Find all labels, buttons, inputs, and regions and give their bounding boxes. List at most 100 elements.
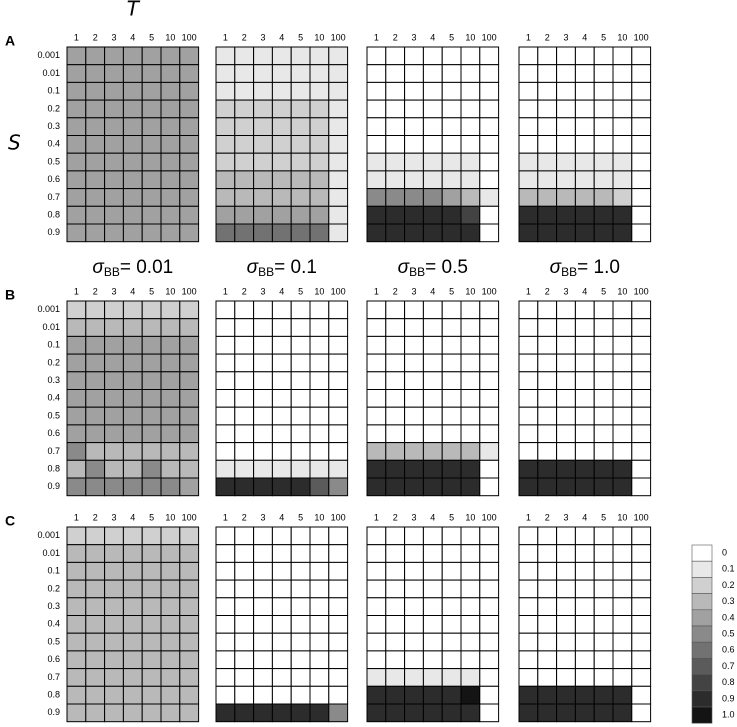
heat-cell	[385, 318, 406, 337]
heat-cell	[404, 526, 424, 546]
heat-cell	[179, 135, 200, 154]
x-tick-label: 3	[411, 32, 416, 42]
heat-cell	[160, 135, 181, 154]
heat-cell	[537, 353, 558, 373]
heat-cell	[593, 152, 614, 172]
x-tick-label: 1	[74, 512, 79, 522]
heat-cell	[460, 188, 481, 207]
heat-cell	[441, 632, 462, 652]
sigma-symbol: σ	[92, 257, 105, 278]
heat-cell	[593, 650, 614, 670]
heat-cell	[122, 544, 143, 563]
heat-cell	[160, 615, 181, 634]
heat-cell	[593, 477, 614, 497]
sigma-symbol: σ	[550, 257, 563, 278]
heat-cell	[271, 650, 292, 670]
heat-cell	[612, 135, 633, 154]
x-tick-label: 10	[165, 32, 175, 42]
heat-cell	[593, 170, 614, 190]
heat-cell	[141, 389, 162, 408]
x-tick-label: 100	[182, 286, 197, 296]
sigma-sub: BB	[104, 265, 120, 279]
heat-cell	[422, 371, 443, 390]
heat-cell	[460, 318, 481, 337]
x-tick-label: 2	[242, 32, 247, 42]
heat-cell	[215, 459, 236, 479]
heat-cell	[366, 99, 387, 119]
heat-cell	[234, 64, 255, 83]
heat-cell	[328, 389, 349, 408]
heat-cell	[253, 64, 273, 83]
heat-cell	[612, 188, 633, 207]
heat-cell	[309, 650, 330, 670]
heat-cell	[593, 544, 614, 563]
heat-cell	[556, 170, 576, 190]
heat-cell	[441, 406, 462, 426]
heat-cell	[366, 135, 387, 154]
heat-cell	[141, 318, 162, 337]
heat-cell	[574, 99, 595, 119]
heat-cell	[328, 64, 349, 83]
heat-cell	[404, 223, 424, 243]
heat-cell	[574, 459, 595, 479]
heat-cell	[141, 152, 162, 172]
heat-cell	[104, 544, 124, 563]
heat-cell	[179, 459, 200, 479]
heat-cell	[66, 152, 87, 172]
heat-cell	[518, 477, 539, 497]
heat-cell	[234, 170, 255, 190]
x-tick-label: 100	[634, 512, 649, 522]
heat-cell	[385, 300, 406, 320]
heat-cell	[104, 477, 124, 497]
heat-cell	[66, 650, 87, 670]
colorbar-label: 0.5	[722, 628, 735, 638]
heat-cell	[85, 117, 106, 137]
heat-cell	[290, 544, 311, 563]
heat-cell	[631, 477, 652, 497]
heat-cell	[215, 188, 236, 207]
heat-cell	[441, 668, 462, 687]
heat-cell	[404, 205, 424, 225]
heat-cell	[141, 371, 162, 390]
heat-cell	[366, 526, 387, 546]
heat-cell	[141, 300, 162, 320]
heat-cell	[215, 561, 236, 581]
x-tick-label: 2	[242, 512, 247, 522]
x-tick-label: 100	[331, 286, 346, 296]
heat-cell	[290, 64, 311, 83]
heat-cell	[160, 64, 181, 83]
x-tick-label: 1	[526, 32, 531, 42]
colorbar-label: 0.4	[722, 612, 735, 622]
y-tick-label: 0.2	[47, 357, 60, 367]
heat-cell	[518, 335, 539, 355]
heat-cell	[122, 117, 143, 137]
heat-cell	[479, 205, 500, 225]
y-tick-label: 0.01	[42, 68, 60, 78]
heat-cell	[290, 223, 311, 243]
heat-cell	[422, 703, 443, 723]
heat-cell	[441, 99, 462, 119]
heat-cell	[574, 615, 595, 634]
heat-cell	[271, 544, 292, 563]
heat-cell	[631, 99, 652, 119]
heat-cell	[253, 46, 273, 66]
heat-cell	[234, 300, 255, 320]
heat-cell	[385, 442, 406, 461]
heat-cell	[422, 615, 443, 634]
heat-cell	[253, 650, 273, 670]
heat-cell	[141, 223, 162, 243]
heat-cell	[441, 223, 462, 243]
x-tick-label: 1	[74, 286, 79, 296]
heat-cell	[574, 188, 595, 207]
heat-cell	[612, 459, 633, 479]
heat-cell	[234, 544, 255, 563]
heat-cell	[122, 632, 143, 652]
heat-cell	[66, 389, 87, 408]
heat-cell	[66, 685, 87, 705]
heat-cell	[422, 632, 443, 652]
heat-cell	[66, 406, 87, 426]
heat-cell	[631, 117, 652, 137]
heat-cell	[460, 561, 481, 581]
heat-cell	[366, 223, 387, 243]
heat-cell	[422, 300, 443, 320]
